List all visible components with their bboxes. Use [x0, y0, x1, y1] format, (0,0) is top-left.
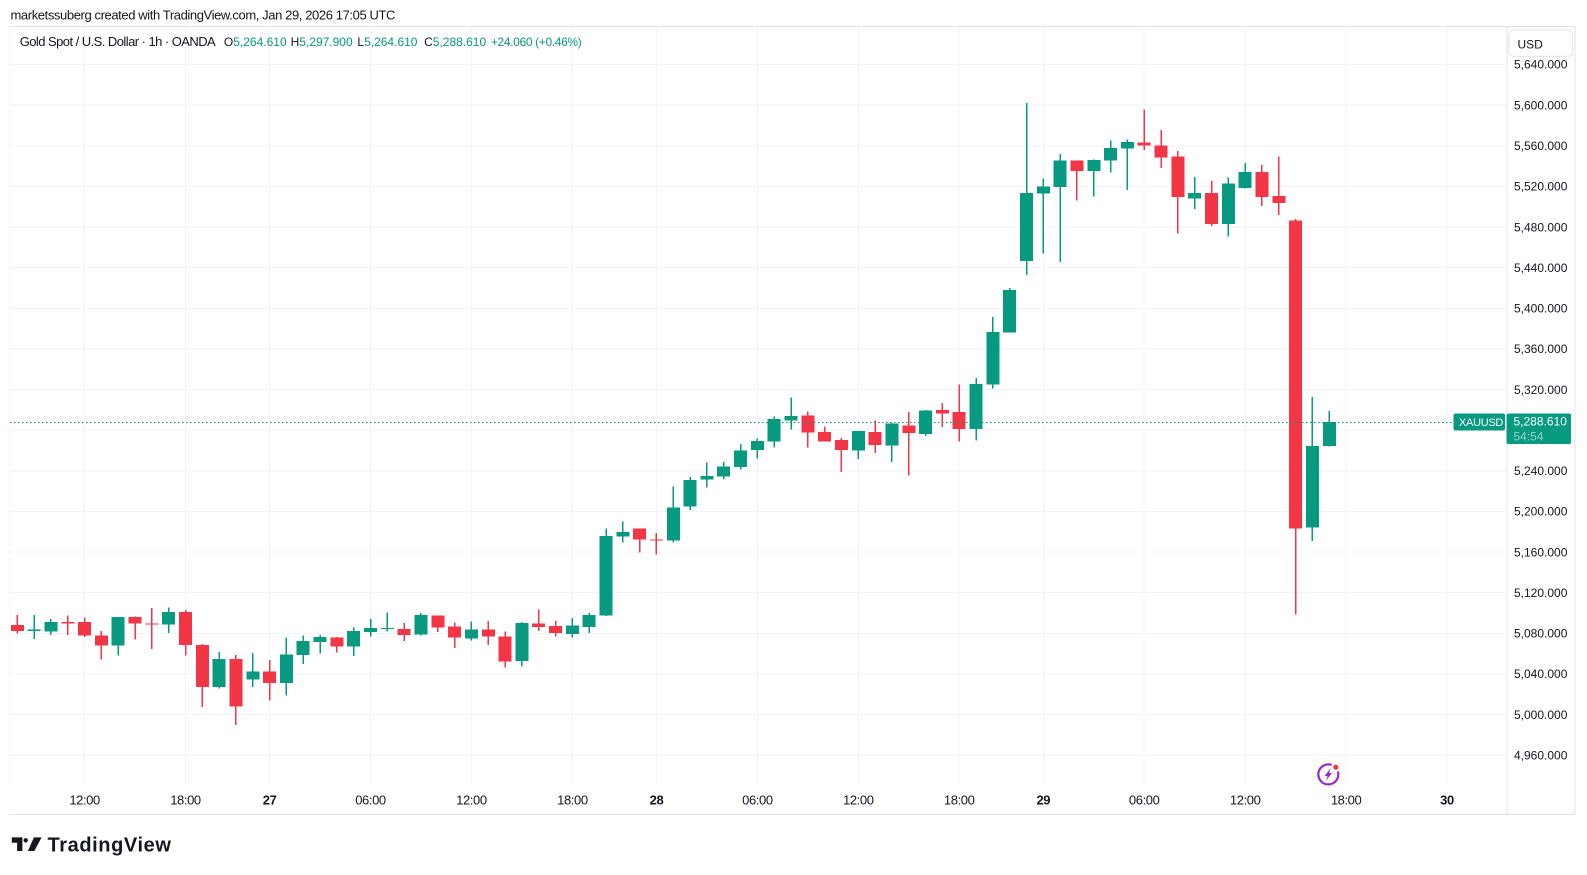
svg-text:5,000.000: 5,000.000	[1514, 708, 1568, 722]
svg-text:4,960.000: 4,960.000	[1514, 748, 1568, 762]
svg-text:TradingView: TradingView	[48, 835, 172, 857]
svg-text:C5,288.610: C5,288.610	[424, 35, 486, 49]
svg-text:5,560.000: 5,560.000	[1514, 139, 1568, 153]
svg-text:29: 29	[1036, 793, 1050, 808]
svg-text:5,360.000: 5,360.000	[1514, 342, 1568, 356]
svg-text:Gold Spot / U.S. Dollar · 1h ·: Gold Spot / U.S. Dollar · 1h · OANDA	[20, 34, 216, 49]
svg-text:+24.060 (+0.46%): +24.060 (+0.46%)	[491, 35, 582, 49]
svg-text:5,240.000: 5,240.000	[1514, 464, 1568, 478]
svg-text:06:00: 06:00	[355, 793, 386, 808]
svg-text:12:00: 12:00	[69, 793, 100, 808]
svg-text:5,320.000: 5,320.000	[1514, 383, 1568, 397]
svg-text:5,040.000: 5,040.000	[1514, 667, 1568, 681]
svg-text:18:00: 18:00	[170, 793, 201, 808]
svg-text:28: 28	[650, 793, 664, 808]
svg-text:12:00: 12:00	[843, 793, 874, 808]
svg-text:12:00: 12:00	[1230, 793, 1261, 808]
svg-text:XAUUSD: XAUUSD	[1459, 417, 1503, 429]
svg-text:5,400.000: 5,400.000	[1514, 302, 1568, 316]
svg-text:5,080.000: 5,080.000	[1514, 627, 1568, 641]
svg-text:18:00: 18:00	[557, 793, 588, 808]
svg-text:5,440.000: 5,440.000	[1514, 261, 1568, 275]
svg-text:30: 30	[1440, 793, 1454, 808]
svg-text:5,520.000: 5,520.000	[1514, 180, 1568, 194]
svg-text:06:00: 06:00	[742, 793, 773, 808]
svg-text:12:00: 12:00	[456, 793, 487, 808]
svg-text:5,640.000: 5,640.000	[1514, 58, 1568, 72]
svg-text:5,480.000: 5,480.000	[1514, 220, 1568, 234]
svg-text:18:00: 18:00	[944, 793, 975, 808]
svg-text:USD: USD	[1518, 37, 1544, 51]
svg-text:27: 27	[263, 793, 277, 808]
svg-text:5,200.000: 5,200.000	[1514, 505, 1568, 519]
svg-text:54:54: 54:54	[1514, 430, 1544, 444]
svg-text:5,288.610: 5,288.610	[1514, 415, 1568, 429]
svg-text:5,120.000: 5,120.000	[1514, 586, 1568, 600]
svg-text:5,160.000: 5,160.000	[1514, 545, 1568, 559]
svg-text:H5,297.900: H5,297.900	[291, 35, 353, 49]
svg-text:5,600.000: 5,600.000	[1514, 98, 1568, 112]
svg-text:06:00: 06:00	[1129, 793, 1160, 808]
svg-text:L5,264.610: L5,264.610	[357, 35, 417, 49]
svg-text:18:00: 18:00	[1331, 793, 1362, 808]
svg-text:marketssuberg created with Tra: marketssuberg created with TradingView.c…	[11, 8, 396, 23]
svg-text:O5,264.610: O5,264.610	[224, 35, 287, 49]
